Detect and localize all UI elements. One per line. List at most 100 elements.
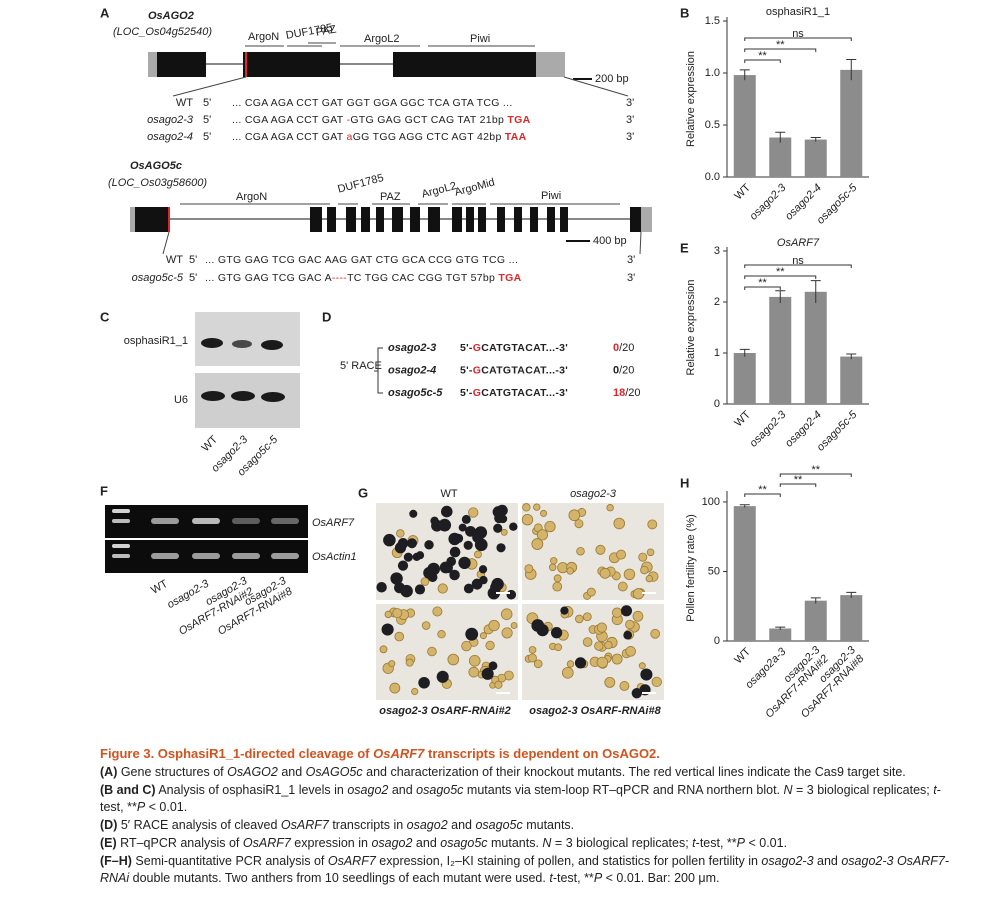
caption-text: -test, **: [695, 836, 737, 850]
caption-text: mutants.: [522, 818, 575, 832]
bar: [769, 296, 792, 404]
significance-label: **: [776, 39, 785, 51]
prime-label: 3': [626, 97, 634, 109]
pollen: [479, 632, 487, 640]
seq-part: ... GTG GAG TCG GAC AAG GAT CTG GCA CCG …: [205, 254, 518, 266]
seq-part: ... CGA AGA CCT GAT GGT GGA GGC TCA GTA …: [232, 97, 513, 109]
pollen: [638, 552, 648, 562]
seq-part: 5'-: [460, 387, 473, 399]
lane-label: WT: [149, 578, 170, 597]
pollen: [611, 653, 623, 665]
caption-text: osago5c: [416, 783, 464, 797]
domain-label: PAZ: [315, 23, 338, 38]
pollen: [394, 542, 407, 554]
pollen: [611, 607, 623, 618]
pollen: [411, 687, 419, 696]
y-tick-label: 100: [702, 496, 720, 508]
count: 0: [613, 364, 619, 376]
pollen: [506, 589, 517, 600]
panel-f: F OsARF7 OsActin1 WTosago2-3osago2-3OsAR…: [100, 483, 357, 637]
caption-text: t: [692, 836, 696, 850]
chart-h: H Pollen fertility rate (%) 0 50 100 WTosago2…: [680, 464, 869, 720]
panel-letter: D: [322, 309, 331, 324]
pollen: [560, 606, 569, 615]
pollen: [596, 656, 609, 669]
y-axis-label: Relative expression: [685, 51, 697, 147]
pollen: [522, 503, 531, 512]
y-tick-label: 0.5: [705, 119, 720, 131]
exon: [560, 207, 568, 232]
prime-label: 5': [203, 97, 211, 109]
caption-text: OsAGO2: [227, 765, 278, 779]
cleavage-base: G: [473, 364, 481, 376]
y-tick-label: 1.0: [705, 67, 720, 79]
seq-part: ... GTG GAG TCG GAC A: [205, 272, 332, 284]
utr: [130, 207, 135, 232]
pollen: [406, 538, 417, 549]
exon: [630, 207, 641, 232]
caption-text: mutants via stem-loop RT–qPCR and RNA no…: [463, 783, 784, 797]
caption-text: and: [813, 854, 842, 868]
prime-label: 3': [627, 254, 635, 266]
gene-label: OsActin1: [312, 551, 357, 563]
y-tick-label: 0: [714, 635, 720, 647]
pollen: [650, 628, 661, 639]
caption-text: osago5c: [440, 836, 488, 850]
x-tick-line: WT: [732, 181, 753, 202]
row-label: osago2-3: [147, 114, 194, 126]
pollen: [432, 606, 443, 617]
y-axis-label: Relative expression: [685, 280, 697, 376]
pollen: [500, 528, 508, 536]
domain-label: ArgoL2: [420, 180, 457, 201]
pollen: [490, 581, 502, 593]
pollen: [437, 630, 446, 639]
exon: [530, 207, 538, 232]
seq-part: 5'-: [460, 342, 473, 354]
pollen: [389, 682, 401, 694]
pollen: [421, 621, 431, 630]
caption-text: mutants.: [487, 836, 543, 850]
error-bar: [739, 69, 750, 81]
caption-text: P: [136, 800, 146, 814]
probe-label: osphasiR1_1: [124, 335, 188, 347]
pollen: [574, 657, 587, 669]
seq-part: GG TGG AGG CTC AGT 42bp: [353, 131, 505, 143]
seq-part: TGA: [498, 272, 521, 284]
panel-letter: E: [680, 240, 689, 255]
pollen: [463, 540, 473, 550]
caption-text: -test, **: [100, 783, 941, 814]
count: 18: [613, 387, 625, 399]
seq-part: TGA: [507, 114, 530, 126]
caption-text: P: [593, 871, 603, 885]
pollen: [488, 619, 500, 632]
pollen: [594, 641, 604, 651]
pollen: [439, 561, 452, 574]
seq-part: GTG GAG GCT CAG TAT 21bp: [350, 114, 507, 126]
caption-text: Figure 3. OsphasiR1_1-directed cleavage …: [100, 746, 374, 761]
pollen: [604, 676, 616, 688]
caption-text: Analysis of osphasiR1_1 levels in: [155, 783, 348, 797]
band: [151, 553, 179, 559]
caption-text: osago5c: [475, 818, 523, 832]
pollen: [540, 509, 548, 517]
seq-part: a: [347, 131, 353, 143]
domain-label: ArgoN: [248, 31, 279, 43]
prime-label: 5': [189, 254, 197, 266]
exon: [478, 207, 486, 232]
caption-text: and: [277, 765, 306, 779]
pollen: [496, 543, 506, 553]
probe-label: U6: [174, 394, 188, 406]
exon: [392, 207, 403, 232]
pollen: [625, 619, 635, 630]
caption-text: and: [388, 783, 417, 797]
caption-text: < 0.01. Bar: 200 μm.: [602, 871, 720, 885]
pollen: [472, 528, 482, 538]
lane-label: WT: [200, 433, 221, 454]
pollen: [481, 667, 494, 680]
pollen: [479, 575, 488, 585]
gene-locus: (LOC_Os03g58600): [108, 177, 207, 189]
y-tick-label: 3: [714, 245, 720, 257]
x-tick-label: osago2-3: [748, 408, 790, 450]
ladder-band: [112, 509, 130, 513]
